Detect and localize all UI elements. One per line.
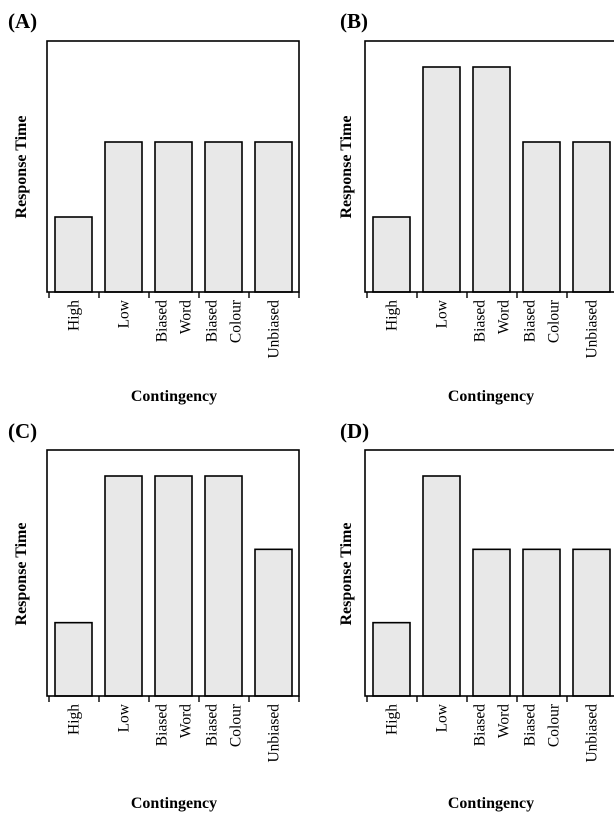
bar-biased-word <box>154 475 193 697</box>
x-tick-label: Biased <box>472 300 489 342</box>
x-tick-label: Biased <box>154 300 171 342</box>
plot-frame <box>364 449 614 697</box>
x-tick-label: High <box>66 300 83 331</box>
x-tick-label: Colour <box>546 703 563 747</box>
bar-biased-word <box>472 66 511 293</box>
bar-low <box>422 66 461 293</box>
bar-unbiased <box>254 548 293 697</box>
bar-biased-colour <box>204 141 243 293</box>
x-tick-label: Word <box>496 300 513 334</box>
x-tick-label: High <box>66 704 83 735</box>
bar-low <box>422 475 461 697</box>
panel-label-a: (A) <box>8 9 37 33</box>
plot-frame <box>364 40 614 293</box>
x-tick-label: Low <box>434 703 451 732</box>
x-tick-label: Biased <box>522 300 539 342</box>
y-axis-title: Response Time <box>13 523 30 626</box>
x-axis-title: Contingency <box>448 795 534 812</box>
x-tick-label: Low <box>116 703 133 732</box>
bar-high <box>54 216 93 293</box>
x-tick-label: Word <box>178 300 195 334</box>
bar-unbiased <box>572 141 611 293</box>
bar-biased-word <box>472 548 511 697</box>
x-tick-label: Biased <box>204 300 221 342</box>
x-tick-label: Biased <box>204 704 221 746</box>
plot-frame <box>46 40 300 293</box>
x-tick-label: Low <box>116 299 133 328</box>
chart-panel-d: (D) Response Time Contingency High Low Biased… <box>338 419 614 812</box>
y-axis-title: Response Time <box>13 116 30 219</box>
bar-biased-colour <box>204 475 243 697</box>
chart-panel-a: (A) Response Time Contingency High Low Biased… <box>8 9 300 405</box>
bar-biased-colour <box>522 141 561 293</box>
bar-biased-word <box>154 141 193 293</box>
bar-low <box>104 475 143 697</box>
x-tick-label: High <box>384 300 401 331</box>
x-tick-label: Colour <box>228 703 245 747</box>
x-axis-title: Contingency <box>131 795 217 812</box>
bar-high <box>372 621 411 697</box>
x-tick-label: Low <box>434 299 451 328</box>
panel-label-d: (D) <box>340 419 369 443</box>
x-tick-label: Unbiased <box>584 300 601 359</box>
x-tick-label: High <box>384 704 401 735</box>
x-axis-title: Contingency <box>448 388 534 405</box>
x-axis-title: Contingency <box>131 388 217 405</box>
x-tick-label: Biased <box>472 704 489 746</box>
plot-frame <box>46 449 300 697</box>
x-tick-label: Unbiased <box>266 704 283 763</box>
bar-high <box>372 216 411 293</box>
chart-panel-c: (C) Response Time Contingency High Low Biased… <box>8 419 300 812</box>
x-tick-label: Colour <box>546 299 563 343</box>
chart-panel-b: (B) Response Time Contingency High Low Biased… <box>338 9 614 405</box>
bar-high <box>54 621 93 697</box>
bar-low <box>104 141 143 293</box>
x-tick-label: Word <box>178 704 195 738</box>
x-tick-label: Biased <box>522 704 539 746</box>
bar-biased-colour <box>522 548 561 697</box>
bar-unbiased <box>572 548 611 697</box>
panel-label-b: (B) <box>340 9 368 33</box>
x-tick-label: Unbiased <box>584 704 601 763</box>
x-tick-label: Unbiased <box>266 300 283 359</box>
panel-label-c: (C) <box>8 419 37 443</box>
x-tick-label: Biased <box>154 704 171 746</box>
x-tick-label: Colour <box>228 299 245 343</box>
bar-unbiased <box>254 141 293 293</box>
x-tick-label: Word <box>496 704 513 738</box>
y-axis-title: Response Time <box>338 116 355 219</box>
y-axis-title: Response Time <box>338 523 355 626</box>
